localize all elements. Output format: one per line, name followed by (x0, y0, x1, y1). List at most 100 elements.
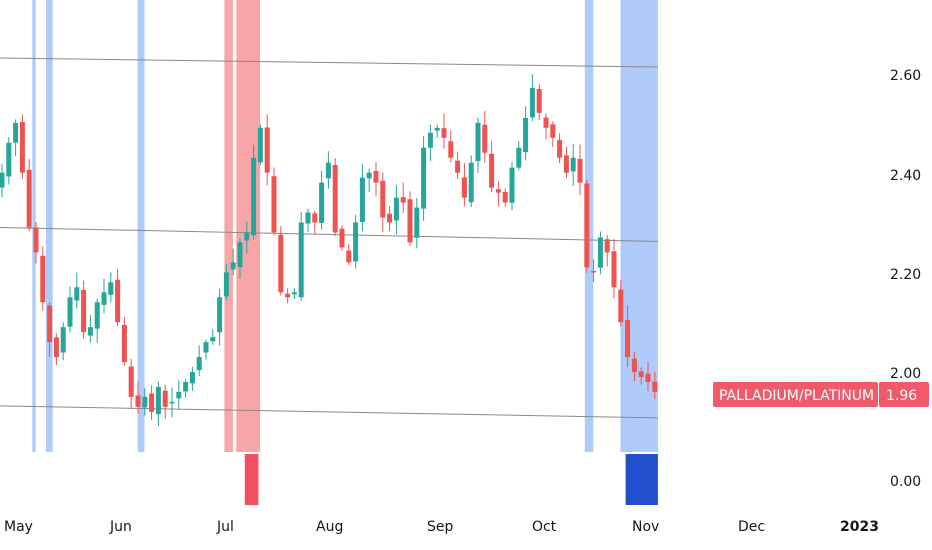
candle-body (81, 289, 87, 333)
candle-body (332, 165, 338, 233)
candle-body (652, 381, 658, 392)
candle-body (285, 293, 291, 298)
candle-body (380, 180, 386, 218)
candle-body (189, 372, 195, 384)
x-tick-label: 2023 (840, 519, 879, 535)
candle-body (468, 162, 474, 203)
candle-body (543, 117, 549, 128)
candle-body (291, 292, 297, 295)
candle-body (631, 358, 637, 372)
candle-body (529, 87, 535, 118)
candle-body (108, 282, 114, 295)
candle-body (407, 199, 413, 243)
last-value-label: 1.96 (886, 388, 917, 404)
candle-body (577, 158, 583, 183)
candle-body (121, 324, 127, 363)
candle-body (618, 289, 624, 323)
candle-body (237, 242, 243, 268)
x-tick-label: Dec (738, 519, 765, 535)
candle-body (597, 237, 603, 268)
candle-body (94, 302, 100, 329)
candle-body (264, 127, 270, 173)
candle-body (455, 160, 461, 173)
candle-body (482, 124, 488, 153)
candle-body (149, 393, 155, 412)
red-band (236, 0, 261, 452)
candle-body (67, 297, 73, 327)
blue-band (137, 0, 145, 452)
candle-body (40, 255, 46, 303)
candle-body (115, 279, 121, 323)
candle-body (217, 297, 223, 333)
blue-band (620, 0, 658, 452)
blue-band (45, 0, 53, 452)
candle-body (142, 396, 148, 408)
candle-body (638, 371, 644, 377)
candle-body (305, 212, 311, 224)
signal-bands (32, 0, 658, 452)
candle-body (353, 222, 359, 262)
x-tick-label: Aug (316, 519, 343, 535)
candle-body (162, 390, 168, 407)
channel-lines (0, 57, 658, 419)
x-tick-label: Jul (216, 519, 234, 535)
candle-body (611, 251, 617, 288)
candle-body (475, 122, 481, 162)
candle-body (427, 132, 433, 148)
lower-pane-tick-label: 0.00 (890, 474, 921, 490)
candle-body (441, 128, 447, 138)
candle-body (183, 381, 189, 392)
candle-body (625, 320, 631, 358)
y-tick-label: 2.20 (890, 267, 921, 283)
candle-body (346, 250, 352, 263)
candle-body (400, 197, 406, 203)
last-price-tag: PALLADIUM/PLATINUM 1.96 (713, 382, 929, 407)
candle-body (584, 183, 590, 268)
candle-body (645, 373, 651, 382)
candle-body (339, 228, 345, 248)
candle-body (536, 88, 542, 113)
candle-body (516, 147, 522, 168)
candle-body (298, 222, 304, 298)
candle-body (19, 121, 25, 173)
channel-line (0, 57, 658, 68)
candle-body (393, 197, 399, 221)
candle-body (26, 169, 32, 228)
candle-body (373, 171, 379, 183)
candle-body (74, 287, 80, 301)
candle-body (251, 157, 257, 236)
candle-body (557, 139, 563, 158)
blue-band (32, 0, 36, 452)
candle-body (210, 337, 216, 342)
candle-body (312, 213, 318, 223)
candle-body (135, 395, 141, 407)
candle-body (604, 239, 610, 253)
x-tick-label: Oct (532, 519, 557, 535)
price-axis[interactable]: 2.60 2.40 2.20 2.00 0.00 (890, 68, 921, 490)
symbol-tag-label: PALLADIUM/PLATINUM (719, 388, 874, 404)
candle-body (155, 386, 161, 415)
candle-body (257, 127, 263, 163)
candle-body (53, 337, 59, 358)
red-histogram-bar (244, 454, 259, 505)
blue-histogram-bar (625, 454, 658, 505)
candle-body (325, 162, 331, 179)
candle-body (87, 327, 93, 336)
candle-body (60, 327, 66, 353)
candle-body (203, 342, 209, 353)
last-value-bg (879, 382, 929, 407)
lower-pane-bars (244, 454, 658, 505)
time-axis[interactable]: May Jun Jul Aug Sep Oct Nov Dec 2023 (4, 519, 879, 535)
candle-body (0, 172, 5, 188)
candle-body (128, 366, 134, 397)
candle-body (461, 177, 467, 198)
candle-body (13, 122, 19, 143)
candle-body (101, 292, 107, 305)
candle-body (509, 167, 515, 203)
candle-body (434, 127, 440, 131)
candle-body (421, 147, 427, 209)
candle-body (223, 272, 229, 297)
candle-body (271, 176, 277, 233)
candle-body (387, 213, 393, 223)
